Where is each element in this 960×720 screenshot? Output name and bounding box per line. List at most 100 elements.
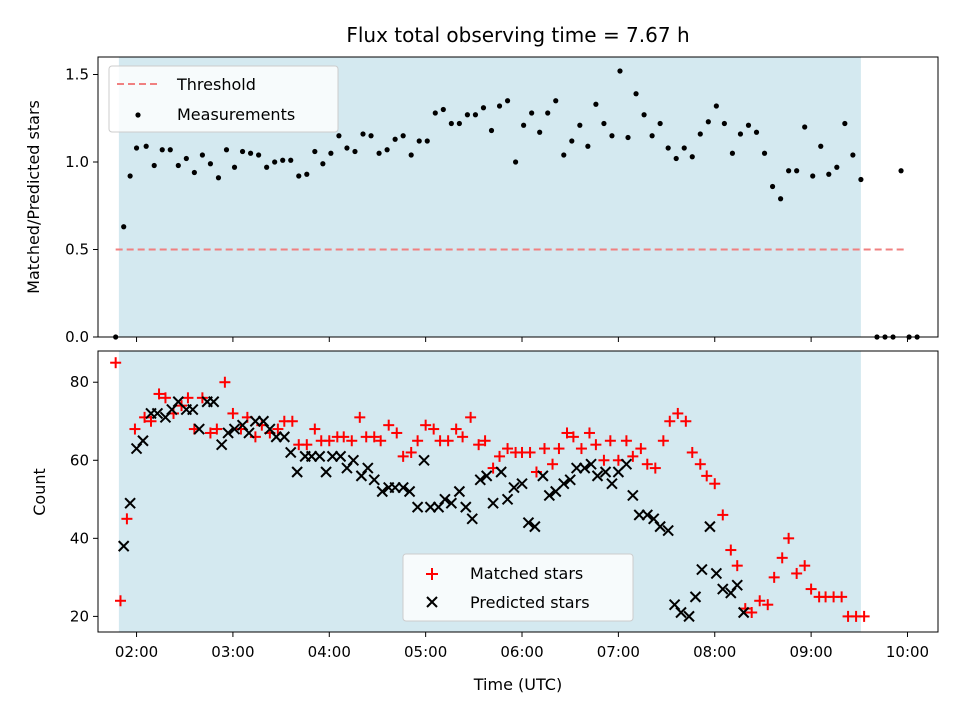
predicted-point [480,470,493,482]
matched-point [211,423,223,435]
predicted-point [641,509,653,521]
matched-point [502,443,514,455]
measurement-point [898,168,904,174]
top-legend-box [108,65,339,133]
measurement-point [512,159,519,165]
matched-point [686,446,698,458]
matched-point [524,446,536,458]
matched-point [627,450,639,462]
legend-predicted-swatch [426,596,438,608]
matched-point [553,443,565,455]
measurement-point [850,152,856,158]
matched-point [768,571,780,583]
measurement-point [448,120,454,127]
matched-point [405,446,417,458]
predicted-point [710,567,723,580]
measurement-point [133,145,140,151]
measurement-point [376,150,382,156]
top-legend: Threshold Measurements [108,65,339,133]
measurement-point [416,138,422,144]
matched-point [129,423,141,435]
x-tick-label: 06:00 [500,643,543,661]
matched-point [338,431,350,443]
matched-point [620,435,632,447]
predicted-point [516,477,528,490]
measurement-point [496,103,503,109]
predicted-point [243,427,255,439]
matched-point [590,439,602,451]
predicted-point [117,540,130,552]
measurement-point [593,101,599,107]
predicted-point [439,493,451,506]
matched-point [539,443,551,455]
top-y-ticks: 0.0 0.5 1.0 1.5 [65,66,98,346]
legend-matched-label: Matched stars [470,564,583,583]
predicted-point [627,489,639,502]
predicted-point [453,485,466,498]
predicted-point [606,477,618,490]
measurement-point [256,152,262,158]
predicted-point [508,481,520,494]
matched-point [397,450,409,462]
measurement-point [761,150,768,156]
measurement-point [529,110,535,116]
measurement-point [328,150,334,156]
measurement-point [729,150,736,156]
predicted-point [193,423,205,435]
x-axis-label: Time (UTC) [473,675,562,694]
measurement-point [440,106,446,113]
bottom-y-axis-label: Count [30,468,49,516]
matched-point [159,392,171,404]
measurement-point [665,145,671,151]
y-tick-label: 60 [70,451,89,469]
matched-point [701,470,713,482]
predicted-point [376,485,388,498]
bottom-y-ticks: 20 40 60 80 [70,373,98,625]
measurement-point [802,124,808,130]
predicted-point [207,396,220,408]
measurement-point [488,127,495,134]
matched-point [694,458,706,470]
matched-point [121,513,133,525]
predicted-point [731,579,743,591]
matched-point [717,509,729,521]
predicted-point [529,520,541,533]
measurement-point [786,168,792,174]
measurement-point [794,168,800,174]
predicted-point [403,485,416,498]
predicted-point [501,493,514,506]
y-tick-label: 0.0 [65,328,89,346]
measurement-point [143,143,149,149]
x-tick-label: 09:00 [789,643,832,661]
measurement-point [521,122,527,128]
predicted-point [320,466,332,478]
matched-point [672,407,684,419]
top-panel: 0.0 0.5 1.0 1.5 Flux total observing time =… [24,23,939,346]
measurement-point [432,110,438,116]
predicted-point [683,610,695,623]
predicted-point [466,513,478,525]
measurement-point [641,112,647,118]
measurement-point [121,224,127,230]
matched-point [368,431,380,443]
x-tick-label: 05:00 [404,643,447,661]
matched-point [575,443,587,455]
predicted-point [228,423,241,435]
y-tick-label: 1.0 [65,153,89,171]
predicted-point [347,454,360,466]
legend-measurements-label: Measurements [177,105,295,124]
matched-point [731,560,743,572]
y-tick-label: 80 [70,373,89,391]
measurement-point [456,120,462,127]
measurement-point [713,103,719,109]
y-tick-label: 20 [70,607,89,625]
matched-point [153,388,165,400]
measurement-point [697,131,703,137]
predicted-point [675,606,687,619]
matched-point [754,595,766,607]
measurement-point [649,133,655,139]
matched-point [354,411,366,423]
matched-point [450,423,462,435]
matched-point [583,427,595,439]
measurement-point [737,131,744,137]
